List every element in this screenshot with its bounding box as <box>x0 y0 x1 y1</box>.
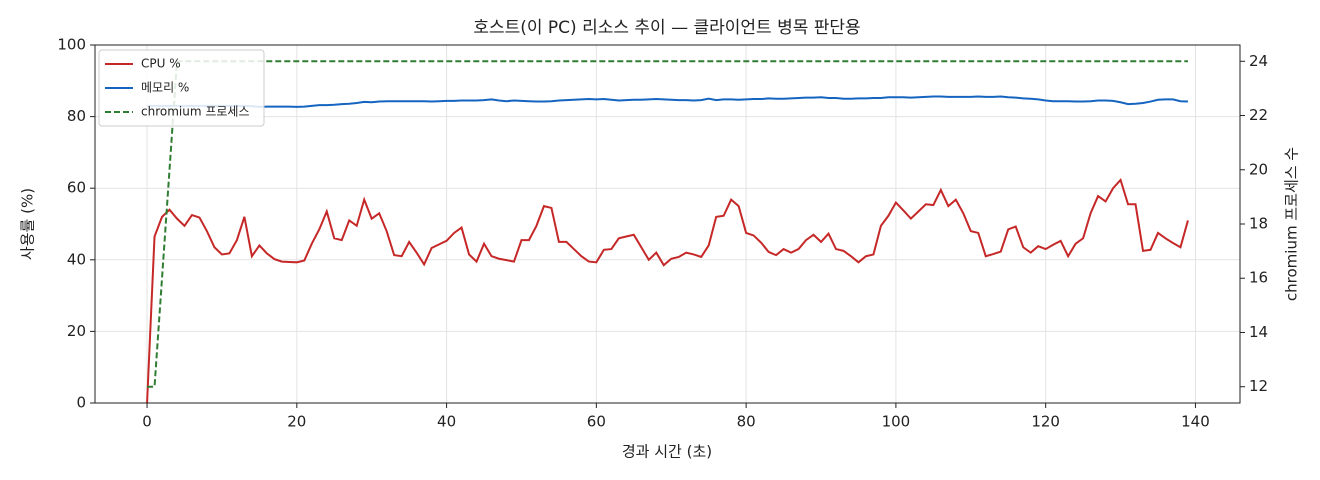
series-line <box>146 178 1189 404</box>
y-tick-label: 0 <box>76 394 86 412</box>
x-tick-label: 120 <box>1031 413 1060 431</box>
x-tick-label: 0 <box>142 413 152 431</box>
y-axis-label: 사용률 (%) <box>19 188 37 260</box>
x-tick-label: 60 <box>587 413 606 431</box>
y-tick-label: 100 <box>57 36 86 54</box>
legend-label: chromium 프로세스 <box>141 105 250 119</box>
legend-label: 메모리 % <box>141 81 189 95</box>
x-tick-label: 40 <box>437 413 456 431</box>
x-tick-label: 100 <box>882 413 911 431</box>
y2-tick-label: 22 <box>1249 106 1268 124</box>
x-axis-label: 경과 시간 (초) <box>622 443 712 461</box>
plot-frame <box>94 44 1241 404</box>
y2-tick-label: 20 <box>1249 160 1268 178</box>
chart-title: 호스트(이 PC) 리소스 추이 — 클라이언트 병목 판단용 <box>473 18 860 38</box>
x-tick-label: 20 <box>287 413 306 431</box>
legend: CPU % 메모리 % chromium 프로세스 <box>98 49 265 127</box>
y2-tick-label: 16 <box>1249 269 1268 287</box>
y2-axis-label: chromium 프로세스 수 <box>1283 147 1301 301</box>
y-tick-label: 60 <box>67 179 86 197</box>
y-tick-label: 20 <box>67 322 86 340</box>
series-line <box>147 95 1188 108</box>
legend-label: CPU % <box>141 57 181 71</box>
x-tick-label: 140 <box>1181 413 1210 431</box>
y2-tick-label: 14 <box>1249 323 1268 341</box>
y-tick-label: 40 <box>67 250 86 268</box>
legend-box <box>98 49 265 127</box>
y2-tick-label: 18 <box>1249 215 1268 233</box>
x-tick-label: 80 <box>737 413 756 431</box>
y-tick-label: 80 <box>67 107 86 125</box>
y2-tick-label: 12 <box>1249 377 1268 395</box>
series-line <box>147 60 1188 388</box>
y2-tick-label: 24 <box>1249 52 1268 70</box>
